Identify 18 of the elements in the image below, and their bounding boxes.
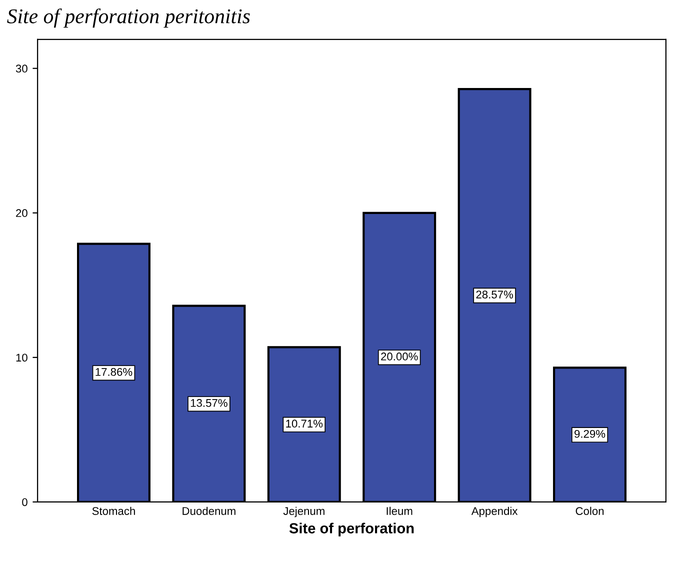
x-tick-label: Colon [576,506,604,515]
chart-title: Site of perforation peritonitis [7,8,250,28]
data-label: 17.86% [96,368,132,376]
data-label: 20.00% [381,352,418,360]
x-tick-label: Stomach [92,506,135,515]
y-tick-label: 0 [22,498,28,506]
x-tick-label: Appendix [471,506,518,518]
x-axis-title: Site of perforation [289,522,414,536]
y-tick-label: 10 [16,354,28,362]
x-tick-label: Jejenum [283,506,324,518]
data-label: 9.29% [574,430,606,438]
data-label: 28.57% [476,290,513,298]
data-label: 13.57% [190,399,228,407]
x-tick-label: Ileum [386,506,412,515]
y-tick-label: 20 [16,209,28,218]
x-tick-label: Duodenum [182,506,236,515]
y-tick-label: 30 [16,64,28,73]
data-label: 10.71% [286,420,323,428]
